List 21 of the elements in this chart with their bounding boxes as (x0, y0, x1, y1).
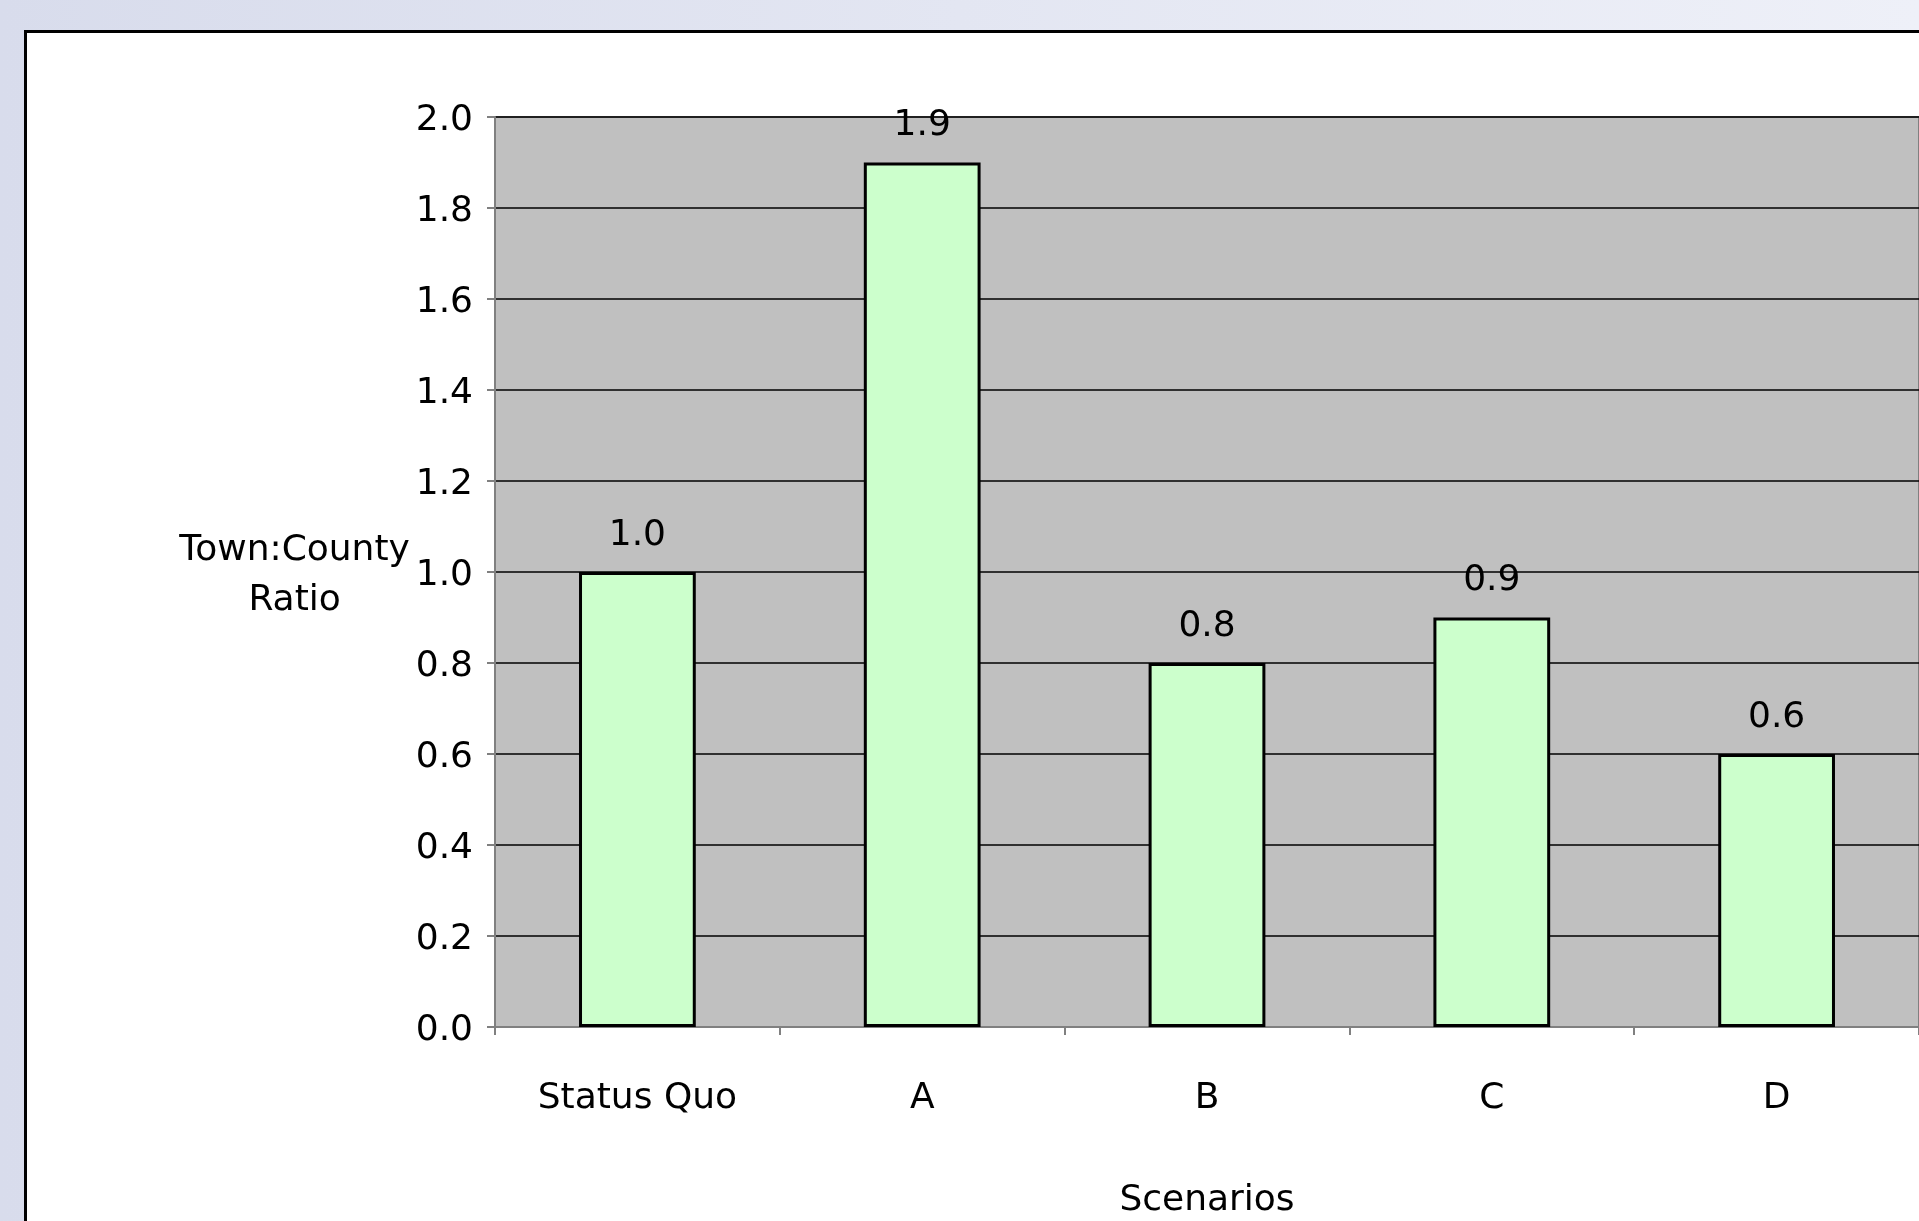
x-axis-title: Scenarios (1119, 1176, 1295, 1218)
y-tick-label: 1.8 (415, 187, 473, 229)
y-tick-label: 1.4 (415, 369, 473, 411)
y-tick-label: 0.0 (415, 1006, 473, 1048)
x-tick-label: B (1194, 1074, 1220, 1116)
data-label: 0.6 (1747, 693, 1806, 735)
x-tick-label: A (909, 1074, 935, 1116)
y-axis-title: Town:County Ratio (178, 526, 410, 618)
x-tick-label: Status Quo (537, 1074, 738, 1116)
y-tick-label: 1.6 (415, 278, 473, 320)
x-tick-label: C (1479, 1074, 1505, 1116)
y-tick-label: 0.4 (415, 824, 473, 866)
y-tick-label: 1.2 (415, 460, 473, 502)
y-tick-label: 1.0 (415, 551, 473, 593)
y-tick-label: 0.8 (415, 642, 473, 684)
data-label: 0.8 (1178, 602, 1236, 644)
y-tick-label: 0.2 (415, 915, 473, 957)
data-label: 1.0 (608, 511, 667, 553)
y-tick-label: 2.0 (415, 96, 473, 138)
y-tick-label: 0.6 (415, 733, 473, 775)
x-tick-label: D (1762, 1074, 1791, 1116)
